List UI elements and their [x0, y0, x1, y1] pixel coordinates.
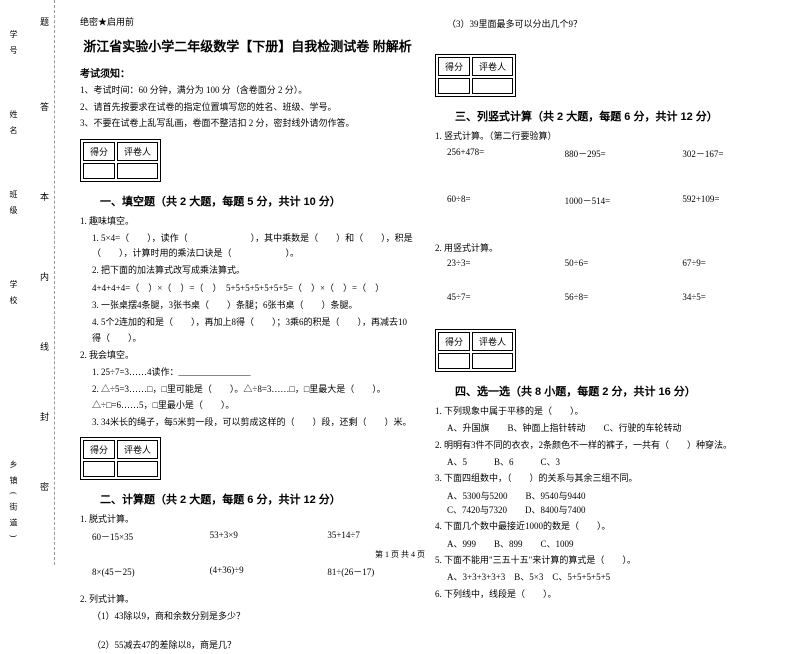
- expr: (4+36)÷9: [210, 565, 298, 578]
- s2r1: 60－15×35 53+3×9 35+14÷7: [92, 530, 415, 543]
- score-label: 得分: [83, 142, 115, 161]
- q1b: 2. 把下面的加法算式改写成乘法算式。: [92, 263, 415, 278]
- expr: 256+478=: [447, 147, 535, 160]
- expr: 23÷3=: [447, 258, 535, 268]
- q2a: 1. 25÷7=3……4读作：________________: [92, 365, 415, 380]
- s4q5o: A、3+3+3+3+3 B、5×3 C、5+5+5+5+5: [447, 570, 770, 584]
- s2q1: 1. 脱式计算。: [80, 512, 415, 527]
- gutter-char: 答: [40, 100, 49, 113]
- s4q6: 6. 下列线中，线段是（ ）。: [435, 587, 770, 602]
- gutter-char: 线: [40, 340, 49, 353]
- expr: 302－167=: [682, 147, 770, 160]
- q1b1: 4+4+4+4=（ ）×（ ）=（ ） 5+5+5+5+5+5+5=（ ）×（ …: [92, 281, 415, 296]
- section-4-title: 四、选一选（共 8 小题，每题 2 分，共计 16 分）: [455, 383, 696, 399]
- margin-label-name: 姓名: [8, 110, 19, 142]
- s4q4: 4. 下面几个数中最接近1000的数是（ ）。: [435, 519, 770, 534]
- gutter-char: 本: [40, 190, 49, 203]
- q1: 1. 趣味填空。: [80, 214, 415, 229]
- s2r2: 8×(45－25) (4+36)÷9 81÷(26－17): [92, 565, 415, 578]
- s4q3o: A、5300与5200 B、9540与9440: [447, 489, 770, 503]
- notice-heading: 考试须知：: [80, 65, 415, 80]
- score-box-4: 得分评卷人: [435, 329, 516, 372]
- q1d: 4. 5个2连加的和是（ ），再加上8得（ ）；3乘6的积是（ ），再减去10得…: [92, 315, 415, 346]
- s4q3: 3. 下面四组数中，（ ）的关系与其余三组不同。: [435, 471, 770, 486]
- s2q2b: （2）55减去47的差除以8，商是几？: [92, 638, 415, 653]
- page-footer: 第 1 页 共 4 页: [0, 549, 800, 560]
- rule-1: 1、考试时间：60 分钟，满分为 100 分（含卷面分 2 分）。: [80, 84, 415, 98]
- margin-label-class: 班级: [8, 190, 19, 222]
- gutter-char: 封: [40, 410, 49, 423]
- grader-label: 评卷人: [472, 332, 513, 351]
- s2q2a: （1）43除以9，商和余数分别是多少？: [92, 609, 415, 624]
- q1a: 1. 5×4=（ ），读作（ ），其中乘数是（ ）和（ ），积是（ ），计算时用…: [92, 231, 415, 262]
- s4q2: 2. 明明有3件不同的衣衣，2条颜色不一样的裤子，一共有（ ）种穿法。: [435, 438, 770, 453]
- exam-title: 浙江省实验小学二年级数学【下册】自我检测试卷 附解析: [80, 36, 415, 55]
- rule-3: 3、不要在试卷上乱写乱画，卷面不整洁扣 2 分，密封线外请勿作答。: [80, 117, 415, 131]
- expr: 67÷9=: [682, 258, 770, 268]
- grader-label: 评卷人: [117, 440, 158, 459]
- rule-2: 2、请首先按要求在试卷的指定位置填写您的姓名、班级、学号。: [80, 101, 415, 115]
- s4q3o2: C、7420与7320 D、8400与7400: [447, 503, 770, 517]
- s3r4: 45÷7= 56÷8= 34÷5=: [447, 292, 770, 302]
- expr: 880－295=: [565, 147, 653, 160]
- s2q2: 2. 列式计算。: [80, 592, 415, 607]
- gutter-char: 内: [40, 270, 49, 283]
- s2q2c: （3）39里面最多可以分出几个9？: [447, 17, 770, 32]
- expr: 1000－514=: [565, 194, 653, 207]
- q2c: 3. 34米长的绳子，每5米剪一段，可以剪成这样的（ ）段，还剩（ ）米。: [92, 415, 415, 430]
- section-3-title: 三、列竖式计算（共 2 大题，每题 6 分，共计 12 分）: [455, 108, 718, 124]
- expr: 60÷8=: [447, 194, 535, 207]
- score-box-3: 得分评卷人: [435, 54, 516, 97]
- s3r2: 60÷8= 1000－514= 592+109=: [447, 194, 770, 207]
- score-box-2: 得分评卷人: [80, 437, 161, 480]
- q2b: 2. △÷5=3……□，□里可能是（ ）。△÷8=3……□，□里最大是（ ）。△…: [92, 382, 415, 413]
- column-left: 绝密★启用前 浙江省实验小学二年级数学【下册】自我检测试卷 附解析 考试须知： …: [70, 15, 425, 555]
- expr: 592+109=: [682, 194, 770, 207]
- score-label: 得分: [83, 440, 115, 459]
- gutter-char: 题: [40, 15, 49, 28]
- expr: 34÷5=: [682, 292, 770, 302]
- expr: 60－15×35: [92, 530, 180, 543]
- content-area: 绝密★启用前 浙江省实验小学二年级数学【下册】自我检测试卷 附解析 考试须知： …: [55, 0, 800, 565]
- column-right: （3）39里面最多可以分出几个9？ 得分评卷人 三、列竖式计算（共 2 大题，每…: [425, 15, 780, 555]
- margin-label-school: 学校: [8, 280, 19, 312]
- s3r1: 256+478= 880－295= 302－167=: [447, 147, 770, 160]
- s4q1o: A、升国旗 B、钟面上指针转动 C、行驶的车轮转动: [447, 421, 770, 435]
- section-2-title: 二、计算题（共 2 大题，每题 6 分，共计 12 分）: [100, 491, 341, 507]
- binding-margin: 学号 题 姓名 答 班级 本 学校 内 线 封 乡镇(街道) 密: [0, 0, 55, 565]
- s4q2o: A、5 B、6 C、3: [447, 455, 770, 469]
- expr: 50÷6=: [565, 258, 653, 268]
- expr: 56÷8=: [565, 292, 653, 302]
- gutter-char: 密: [40, 480, 49, 493]
- classification: 绝密★启用前: [80, 15, 415, 28]
- q1c: 3. 一张桌摆4条腿，3张书桌（ ）条腿；6张书桌（ ）条腿。: [92, 298, 415, 313]
- s3r3: 23÷3= 50÷6= 67÷9=: [447, 258, 770, 268]
- expr: 45÷7=: [447, 292, 535, 302]
- s3q2: 2. 用竖式计算。: [435, 241, 770, 256]
- expr: 35+14÷7: [327, 530, 415, 543]
- margin-label-id: 学号: [8, 30, 19, 62]
- q2: 2. 我会填空。: [80, 348, 415, 363]
- grader-label: 评卷人: [117, 142, 158, 161]
- expr: 53+3×9: [210, 530, 298, 543]
- s3q1: 1. 竖式计算。（第二行要验算）: [435, 129, 770, 144]
- s4q1: 1. 下列现象中属于平移的是（ ）。: [435, 404, 770, 419]
- score-box: 得分评卷人: [80, 139, 161, 182]
- expr: 8×(45－25): [92, 565, 180, 578]
- score-label: 得分: [438, 57, 470, 76]
- expr: 81÷(26－17): [327, 565, 415, 578]
- margin-label-town: 乡镇(街道): [8, 460, 19, 545]
- section-1-title: 一、填空题（共 2 大题，每题 5 分，共计 10 分）: [100, 193, 341, 209]
- grader-label: 评卷人: [472, 57, 513, 76]
- score-label: 得分: [438, 332, 470, 351]
